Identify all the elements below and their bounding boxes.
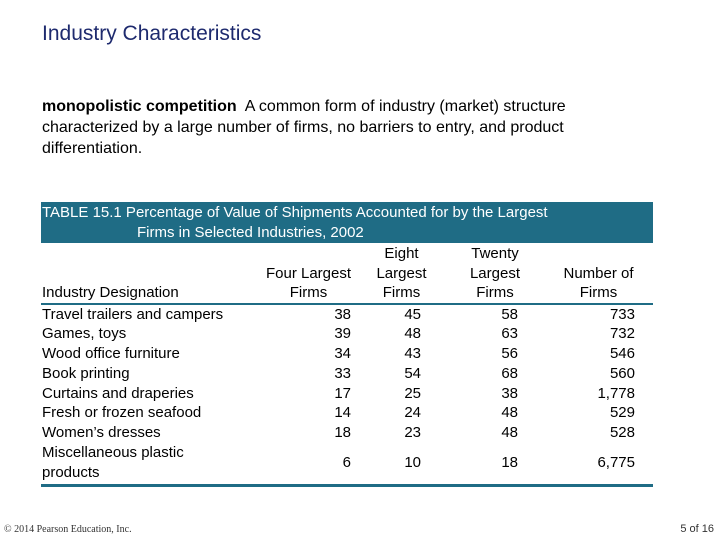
row-twenty: 48 <box>501 424 518 442</box>
row-firms: 733 <box>609 305 635 323</box>
header-industry: Industry Designation <box>41 243 260 305</box>
page-number: 5 of 16 <box>680 523 714 535</box>
row-industry: Book printing <box>42 364 130 382</box>
row-twenty: 68 <box>501 364 518 382</box>
row-four: 39 <box>334 325 351 343</box>
copyright-notice: © 2014 Pearson Education, Inc. <box>4 524 132 535</box>
definition-text: A common form of industry (market) struc… <box>42 98 566 157</box>
row-industry: Women’s dresses <box>42 424 161 442</box>
table-caption: TABLE 15.1 Percentage of Value of Shipme… <box>41 202 653 243</box>
row-industry: Games, toys <box>42 325 127 343</box>
row-twenty: 56 <box>501 345 518 363</box>
row-firms: 528 <box>609 424 635 442</box>
header-twenty-largest: Twenty Largest Firms <box>446 243 544 305</box>
row-eight: 48 <box>404 325 421 343</box>
slide-title: Industry Characteristics <box>42 22 262 45</box>
header-eight-largest: Eight Largest Firms <box>357 243 446 305</box>
row-eight: 24 <box>404 404 421 422</box>
concentration-table: TABLE 15.1 Percentage of Value of Shipme… <box>41 202 653 487</box>
row-firms: 1,778 <box>597 384 635 402</box>
row-industry: Miscellaneous plastic products <box>41 443 260 487</box>
row-firms: 732 <box>609 325 635 343</box>
table-header-row: Industry Designation Four Largest Firms … <box>41 243 653 305</box>
row-four: 14 <box>334 404 351 422</box>
row-twenty: 48 <box>501 404 518 422</box>
row-eight: 54 <box>404 364 421 382</box>
data-table: Industry Designation Four Largest Firms … <box>41 243 653 487</box>
row-eight: 45 <box>404 305 421 323</box>
row-twenty: 63 <box>501 325 518 343</box>
row-four: 33 <box>334 364 351 382</box>
row-four: 18 <box>334 424 351 442</box>
row-twenty: 38 <box>501 384 518 402</box>
row-eight: 10 <box>357 443 446 487</box>
table-row: Fresh or frozen seafood 14 24 48 529 <box>41 403 653 423</box>
table-row: Women’s dresses 18 23 48 528 <box>41 423 653 443</box>
row-industry: Fresh or frozen seafood <box>42 404 202 422</box>
definition-block: monopolistic competition A common form o… <box>42 96 652 159</box>
row-firms: 529 <box>609 404 635 422</box>
table-row: Wood office furniture 34 43 56 546 <box>41 344 653 364</box>
row-twenty: 58 <box>501 305 518 323</box>
row-eight: 25 <box>404 384 421 402</box>
table-caption-line2: Firms in Selected Industries, 2002 <box>137 224 364 241</box>
row-four: 6 <box>260 443 357 487</box>
table-row: Games, toys 39 48 63 732 <box>41 324 653 344</box>
table-row: Curtains and draperies 17 25 38 1,778 <box>41 384 653 404</box>
row-eight: 23 <box>404 424 421 442</box>
row-industry: Curtains and draperies <box>42 384 194 402</box>
row-four: 17 <box>334 384 351 402</box>
header-four-largest: Four Largest Firms <box>260 243 357 305</box>
row-twenty: 18 <box>446 443 544 487</box>
row-industry: Wood office furniture <box>42 345 180 363</box>
table-row: Travel trailers and campers 38 45 58 733 <box>41 304 653 325</box>
table-caption-line1: TABLE 15.1 Percentage of Value of Shipme… <box>42 204 548 221</box>
row-firms: 546 <box>609 345 635 363</box>
row-firms: 560 <box>609 364 635 382</box>
table-row: Book printing 33 54 68 560 <box>41 364 653 384</box>
row-four: 38 <box>334 305 351 323</box>
row-firms: 6,775 <box>544 443 653 487</box>
row-four: 34 <box>334 345 351 363</box>
row-eight: 43 <box>404 345 421 363</box>
definition-term: monopolistic competition <box>42 98 237 115</box>
table-row: Miscellaneous plastic products 6 10 18 6… <box>41 443 653 487</box>
header-number-of-firms: Number of Firms <box>544 243 653 305</box>
row-industry: Travel trailers and campers <box>42 305 224 323</box>
